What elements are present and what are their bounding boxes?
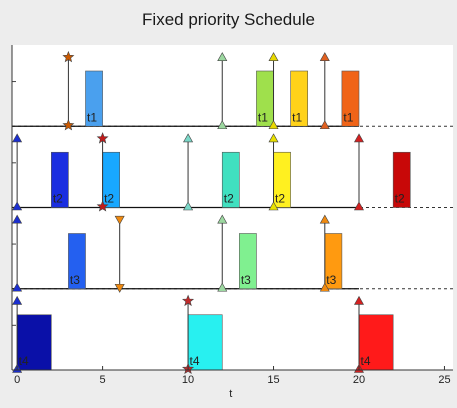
release-marker-t2-1 bbox=[96, 200, 109, 212]
x-tick-label-5: 5 bbox=[100, 374, 106, 386]
job-bar-t4-2 bbox=[358, 314, 394, 371]
x-tick-label-10: 10 bbox=[182, 374, 194, 386]
job-bar-t1-0 bbox=[85, 70, 103, 127]
job-bar-t3-1 bbox=[239, 233, 257, 290]
deadline-marker-t1-3 bbox=[319, 52, 330, 61]
x-tick-label-20: 20 bbox=[353, 374, 365, 386]
job-bar-t2-4 bbox=[392, 151, 411, 208]
job-label-t1-0: t1 bbox=[87, 110, 97, 124]
deadline-marker-t4-2 bbox=[353, 295, 365, 305]
deadline-marker-t2-3 bbox=[268, 133, 279, 143]
deadline-marker-t2-0 bbox=[12, 133, 23, 143]
deadline-marker-t3-2 bbox=[217, 214, 228, 224]
x-axis: 0 5 10 15 20 25 t bbox=[11, 45, 453, 400]
deadline-marker-t3-0 bbox=[12, 214, 23, 224]
deadline-marker-t4-0 bbox=[12, 295, 23, 305]
release-marker-t3-0 bbox=[12, 282, 23, 292]
deadline-marker-t2-1 bbox=[96, 132, 109, 144]
job-label-t4-1: t4 bbox=[190, 354, 200, 368]
release-marker-t1-2 bbox=[268, 120, 279, 130]
release-marker-t3-2 bbox=[217, 282, 228, 292]
task-row-t1: t1 t1 t1 t1 bbox=[12, 50, 453, 131]
deadline-marker-t2-2 bbox=[183, 133, 194, 143]
release-marker-t1-1 bbox=[217, 120, 228, 130]
job-label-t3-2: t3 bbox=[326, 273, 336, 287]
x-tick-label-0: 0 bbox=[14, 374, 20, 386]
deadline-marker-t3-3 bbox=[319, 214, 330, 224]
job-label-t4-0: t4 bbox=[19, 354, 29, 368]
job-bar-t1-2 bbox=[290, 70, 309, 127]
job-bar-t4-1 bbox=[187, 314, 223, 371]
release-marker-t1-0 bbox=[62, 118, 75, 131]
task-row-t3: t3 t3 t3 bbox=[12, 214, 453, 293]
chart-title: Fixed priority Schedule bbox=[142, 10, 315, 29]
job-label-t3-0: t3 bbox=[70, 273, 80, 287]
job-label-t2-1: t2 bbox=[104, 192, 114, 206]
job-bar-t2-2 bbox=[221, 151, 240, 208]
job-bar-t2-0 bbox=[51, 151, 69, 208]
release-marker-t2-2 bbox=[183, 201, 194, 211]
job-label-t1-1: t1 bbox=[258, 110, 268, 124]
job-label-t2-4: t2 bbox=[395, 192, 405, 206]
deadline-marker-t1-1 bbox=[217, 52, 228, 61]
deadline-marker-t3-1 bbox=[114, 215, 125, 225]
deadline-marker-t1-0 bbox=[62, 50, 75, 63]
release-marker-t2-0 bbox=[12, 201, 23, 211]
x-tick-label-25: 25 bbox=[438, 374, 450, 386]
job-label-t2-0: t2 bbox=[53, 192, 63, 206]
job-bar-t1-3 bbox=[341, 70, 360, 127]
x-axis-label: t bbox=[229, 388, 232, 400]
job-label-t4-2: t4 bbox=[360, 354, 370, 368]
task-row-t4: t4 t4 t4 bbox=[12, 294, 453, 375]
job-bar-t3-0 bbox=[68, 233, 86, 290]
release-marker-t2-3 bbox=[268, 201, 279, 211]
deadline-marker-t4-1 bbox=[182, 294, 195, 307]
x-tick-label-15: 15 bbox=[267, 374, 279, 386]
job-label-t1-2: t1 bbox=[292, 110, 302, 124]
release-marker-t2-4 bbox=[353, 201, 365, 211]
job-bar-t4-0 bbox=[16, 314, 52, 371]
release-marker-t3-1 bbox=[114, 283, 125, 293]
deadline-marker-t2-4 bbox=[353, 133, 365, 143]
job-label-t2-2: t2 bbox=[224, 192, 234, 206]
deadline-marker-t1-2 bbox=[268, 52, 279, 61]
release-marker-t1-3 bbox=[319, 120, 330, 130]
job-label-t3-1: t3 bbox=[241, 273, 251, 287]
task-rows: t1 t1 t1 t1 t2 t2 t2 t2 t2 t3 t3 t3 t4 t4 t4 bbox=[12, 50, 453, 375]
task-row-t2: t2 t2 t2 t2 t2 bbox=[12, 132, 453, 212]
job-label-t1-3: t1 bbox=[343, 110, 353, 124]
job-label-t2-3: t2 bbox=[275, 192, 285, 206]
release-marker-t3-3 bbox=[319, 282, 330, 292]
